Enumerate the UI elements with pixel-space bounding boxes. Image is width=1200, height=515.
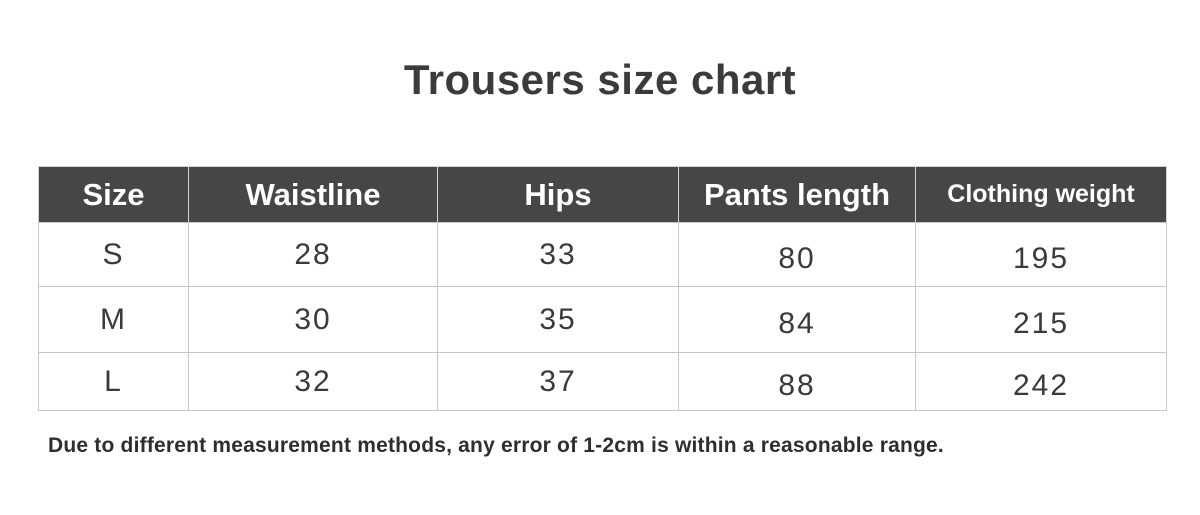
measurement-disclaimer-note: Due to different measurement methods, an… xyxy=(48,434,944,457)
cell-waistline: 30 xyxy=(188,286,438,353)
cell-clothing-weight: 215 xyxy=(915,286,1167,353)
cell-clothing-weight: 195 xyxy=(915,222,1167,287)
cell-pants-length: 80 xyxy=(678,222,916,287)
table-row-size-s: S 28 33 80 195 xyxy=(38,222,1167,287)
size-chart-table: Size Waistline Hips Pants length Clothin… xyxy=(38,166,1167,411)
cell-hips: 33 xyxy=(437,222,679,287)
table-row-size-l: L 32 37 88 242 xyxy=(38,352,1167,411)
cell-pants-length: 84 xyxy=(678,286,916,353)
column-header-size: Size xyxy=(38,166,189,223)
cell-waistline: 32 xyxy=(188,352,438,411)
column-header-pants-length: Pants length xyxy=(678,166,916,223)
cell-hips: 37 xyxy=(437,352,679,411)
cell-size: M xyxy=(38,286,189,353)
cell-size: L xyxy=(38,352,189,411)
table-row-size-m: M 30 35 84 215 xyxy=(38,286,1167,353)
table-header-row: Size Waistline Hips Pants length Clothin… xyxy=(38,166,1167,223)
column-header-hips: Hips xyxy=(437,166,679,223)
column-header-waistline: Waistline xyxy=(188,166,438,223)
cell-hips: 35 xyxy=(437,286,679,353)
cell-pants-length: 88 xyxy=(678,352,916,411)
cell-clothing-weight: 242 xyxy=(915,352,1167,411)
cell-size: S xyxy=(38,222,189,287)
column-header-clothing-weight: Clothing weight xyxy=(915,166,1167,223)
cell-waistline: 28 xyxy=(188,222,438,287)
page-title: Trousers size chart xyxy=(403,56,797,103)
